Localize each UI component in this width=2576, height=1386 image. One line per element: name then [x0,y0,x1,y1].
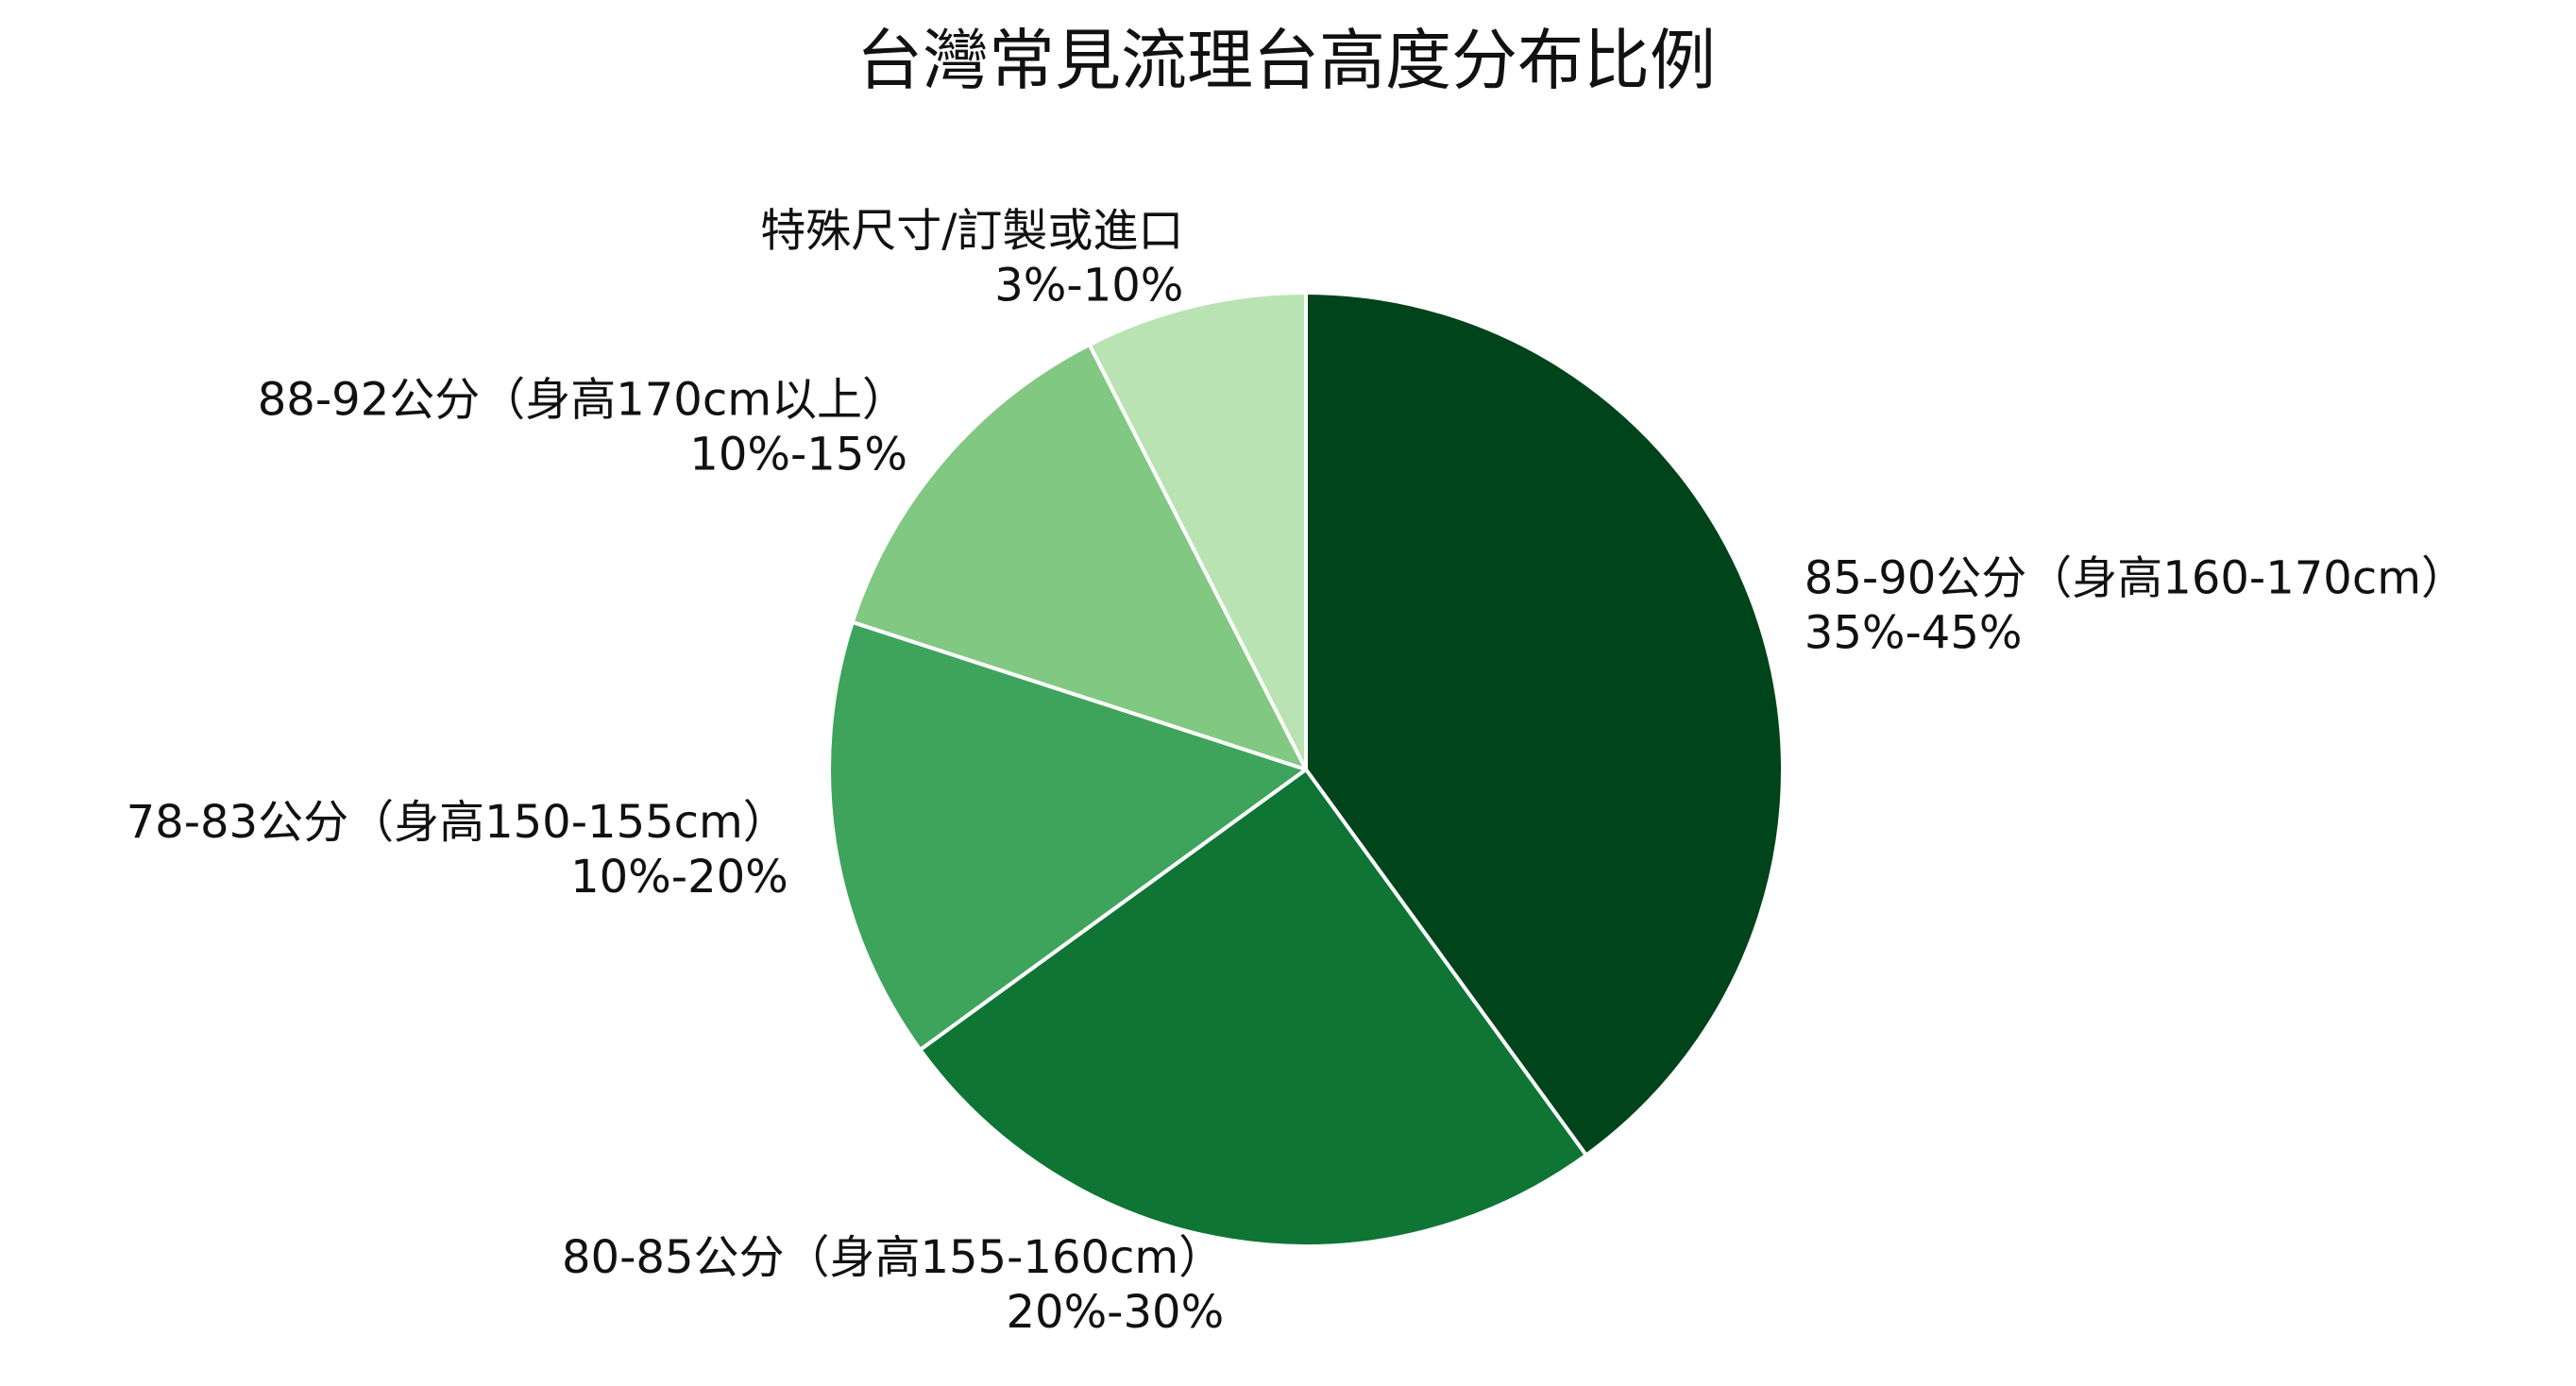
slice-value-label-5: 3%-10% [994,259,1183,312]
slice-value-label-3: 10%-20% [570,851,788,904]
pie-slice-1 [1304,291,1785,1158]
chart-title: 台灣常見流理台高度分布比例 [856,22,1716,99]
slice-value-label-4: 10%-15% [689,429,907,482]
pie-slice-5 [1087,291,1308,771]
slice-label-3: 78-83公分（身高150-155cm） [127,796,788,849]
pie-slice-4 [850,343,1308,771]
slice-value-label-2: 20%-30% [1006,1286,1224,1339]
pie-slices [827,291,1785,1248]
slice-label-1: 85-90公分（身高160-170cm） [1805,552,2466,605]
slice-label-2: 80-85公分（身高155-160cm） [562,1231,1224,1284]
pie-slice-3 [827,619,1308,1052]
slice-label-5: 特殊尺寸/訂製或進口 [760,204,1183,257]
slice-value-label-1: 35%-45% [1805,607,2023,660]
pie-labels: 85-90公分（身高160-170cm）35%-45% 80-85公分（身高155… [127,204,2466,1339]
slice-label-4: 88-92公分（身高170cm以上） [258,374,907,427]
pie-slice-2 [918,768,1588,1248]
